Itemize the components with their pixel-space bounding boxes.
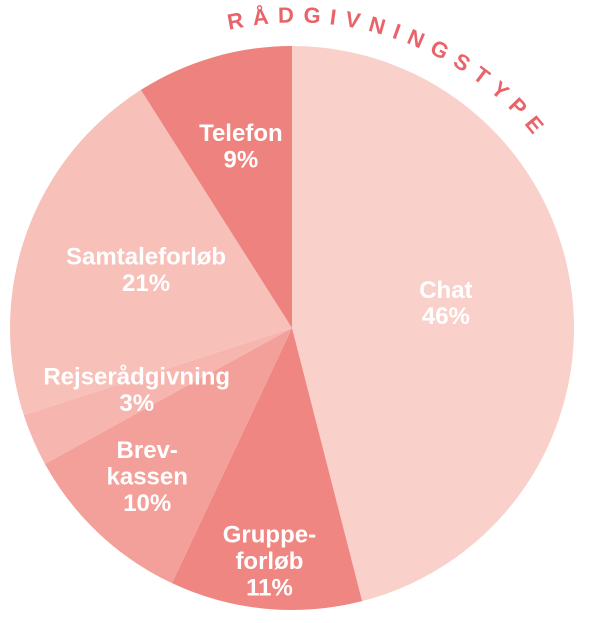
- slices: [10, 46, 574, 611]
- pie-slice: [171, 328, 363, 611]
- category-label: kassen: [107, 464, 188, 491]
- pie-slice: [10, 89, 293, 416]
- value-label: 46%: [422, 303, 470, 330]
- slice-label: Gruppe-forløb 11%: [223, 522, 316, 602]
- pie-slice: [44, 328, 292, 584]
- category-label: Chat: [419, 277, 472, 304]
- category-label: Telefon: [199, 120, 283, 147]
- pie-slice: [23, 328, 292, 464]
- value-label: 21%: [122, 270, 170, 297]
- labels: Chat 46% Gruppe-forløb 11% Brev-kassen 10% Rej…: [43, 120, 472, 601]
- slice-label: Telefon 9%: [199, 120, 283, 173]
- category-label: Rejserådgivning: [43, 363, 230, 390]
- category-label: Gruppe-: [223, 522, 316, 549]
- value-label: 9%: [224, 147, 259, 174]
- category-label: forløb: [235, 548, 303, 575]
- value-label: 10%: [123, 490, 171, 517]
- pie-slice: [292, 46, 574, 602]
- slice-label: Brev-kassen 10%: [107, 437, 188, 517]
- value-label: 11%: [246, 574, 293, 601]
- slice-label: Chat 46%: [419, 277, 472, 330]
- pie-slice: [140, 46, 292, 328]
- slice-label: Samtaleforløb 21%: [66, 244, 226, 297]
- category-label: Samtaleforløb: [66, 244, 226, 271]
- category-label: Brev-: [117, 437, 178, 464]
- value-label: 3%: [119, 390, 154, 417]
- slice-label: Rejserådgivning 3%: [43, 363, 230, 416]
